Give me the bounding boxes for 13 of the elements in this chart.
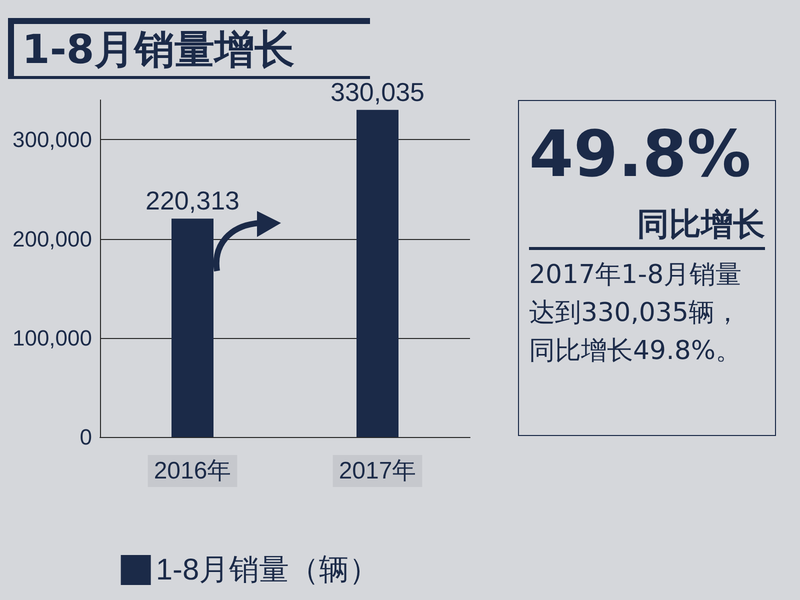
chart-title: 1-8月销量增长 (22, 27, 294, 73)
text: 49.8% (529, 117, 752, 194)
y-tick-label: 300,000 (12, 127, 92, 152)
y-tick-label: 200,000 (12, 226, 92, 252)
text: 同比增长 (529, 203, 765, 250)
text: 2017年1-8月销量达到330,035辆，同比增长49.8%。 (529, 259, 743, 368)
x-tick-label: 2016年 (154, 458, 232, 484)
data-label: 330,035 (330, 76, 424, 107)
y-tick-label: 100,000 (12, 325, 92, 350)
legend-label: 1-8月销量（辆） (156, 554, 380, 586)
x-tick-label: 2017年 (338, 458, 416, 484)
y-tick-label: 0 (80, 424, 92, 450)
data-label: 220,313 (146, 186, 240, 216)
